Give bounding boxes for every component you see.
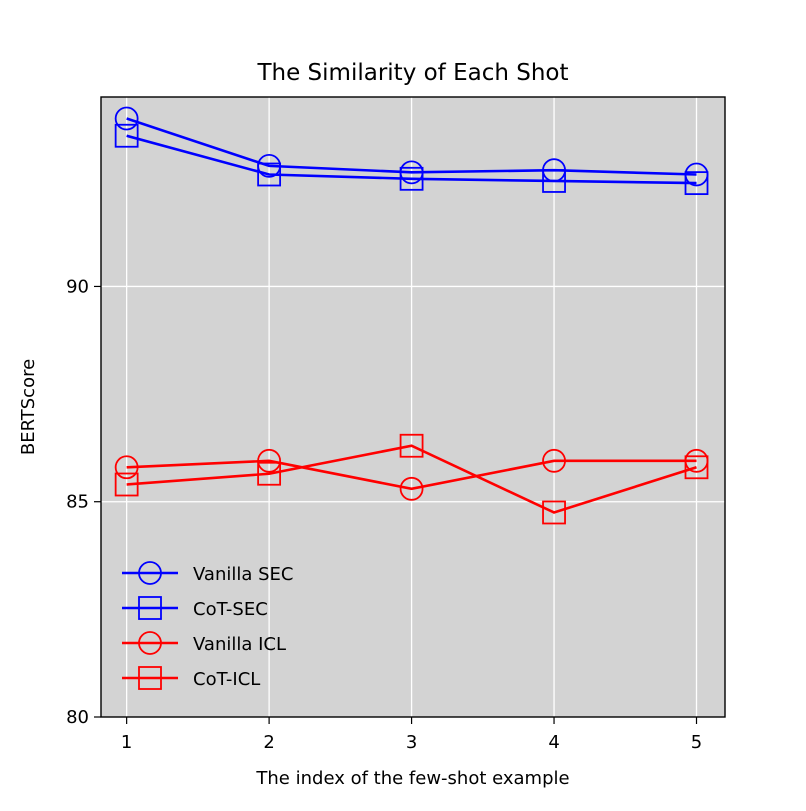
data-point (542, 500, 566, 525)
chart-title: The Similarity of Each Shot (256, 60, 568, 86)
legend-item-1: CoT-SEC (122, 596, 268, 620)
series-3 (114, 433, 709, 525)
legend-label: CoT-ICL (193, 669, 260, 690)
x-axis-label: The index of the few-shot example (255, 768, 569, 789)
x-tick-label: 5 (691, 732, 702, 753)
data-point (114, 455, 139, 480)
data-point (114, 472, 139, 497)
legend-label: Vanilla SEC (193, 564, 293, 585)
y-tick-label: 80 (66, 707, 89, 728)
y-tick-label: 85 (66, 492, 89, 513)
data-point (114, 123, 139, 148)
plot-area (101, 97, 725, 717)
series-line (126, 134, 697, 185)
x-tick-label: 3 (406, 732, 417, 753)
data-point (257, 461, 282, 486)
legend: Vanilla SEC CoT-SEC Vanilla ICL CoT-ICL (122, 561, 293, 690)
series-line (126, 459, 697, 491)
series-line (126, 444, 697, 514)
data-point (684, 455, 709, 480)
x-tick-label: 1 (121, 732, 132, 753)
grid (101, 97, 725, 717)
data-point (684, 171, 709, 196)
axis-ticks: 1 2 3 4 5 80 85 90 (66, 276, 702, 753)
data-point (257, 448, 282, 473)
data-point (399, 433, 424, 458)
series-2 (114, 448, 709, 501)
x-tick-label: 2 (263, 732, 274, 753)
legend-item-2: Vanilla ICL (122, 631, 286, 655)
legend-marker (138, 631, 162, 655)
legend-item-3: CoT-ICL (122, 666, 260, 690)
data-point (542, 448, 566, 473)
legend-marker (138, 596, 162, 620)
series-layer (114, 106, 709, 525)
series-line (126, 117, 697, 176)
legend-marker (138, 666, 162, 690)
legend-item-0: Vanilla SEC (122, 561, 293, 585)
y-tick-label: 90 (66, 276, 89, 297)
legend-label: CoT-SEC (193, 599, 268, 620)
data-point (399, 476, 424, 501)
data-point (257, 162, 282, 187)
data-point (114, 106, 139, 131)
plot-frame (100, 96, 726, 718)
legend-label: Vanilla ICL (193, 634, 286, 655)
legend-marker (138, 561, 162, 585)
x-tick-label: 4 (548, 732, 559, 753)
y-axis-label: BERTScore (18, 359, 39, 455)
data-point (542, 169, 566, 193)
data-point (399, 166, 424, 191)
series-1 (114, 123, 709, 196)
